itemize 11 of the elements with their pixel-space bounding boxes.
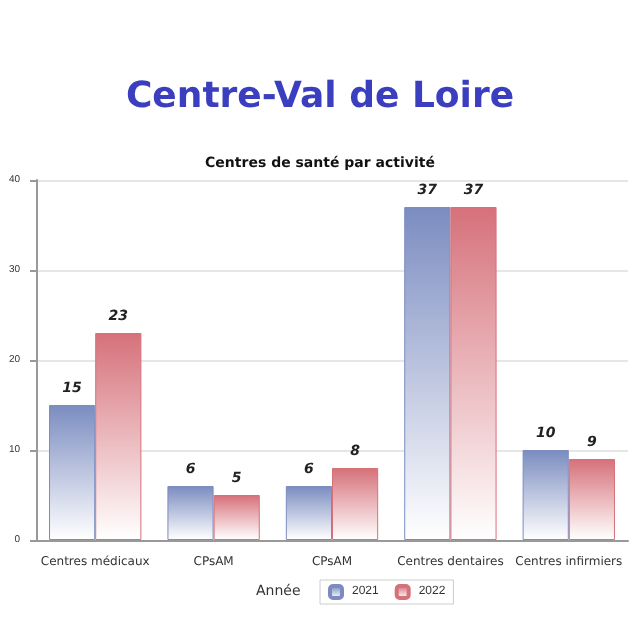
- bar: [568, 459, 615, 540]
- bar: [450, 207, 497, 540]
- bar: [213, 495, 260, 540]
- chart-title: Centre-Val de Loire: [125, 75, 515, 117]
- bar: [332, 468, 379, 540]
- bar: [95, 333, 142, 540]
- bar: [522, 450, 569, 540]
- bar: [49, 405, 96, 540]
- bar: [404, 207, 451, 540]
- bar: [285, 486, 332, 540]
- bar: [167, 486, 214, 540]
